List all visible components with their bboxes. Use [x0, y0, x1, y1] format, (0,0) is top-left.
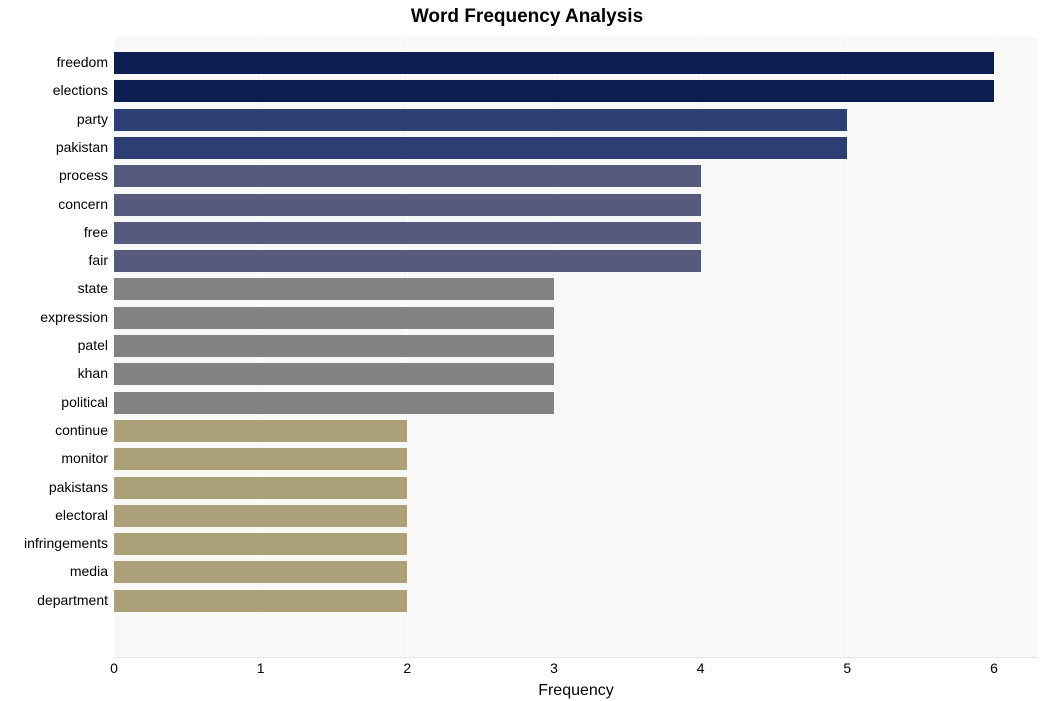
y-tick-label: department — [37, 589, 108, 611]
x-axis-label: Frequency — [114, 682, 1038, 700]
x-tick-label: 2 — [403, 660, 411, 676]
bar-process — [114, 165, 701, 187]
y-tick-label: political — [61, 391, 108, 413]
bar-free — [114, 222, 701, 244]
y-tick-label: media — [70, 560, 108, 582]
y-tick-label: expression — [40, 306, 108, 328]
y-tick-label: state — [78, 277, 108, 299]
x-tick-label: 0 — [110, 660, 118, 676]
y-tick-label: fair — [89, 249, 108, 271]
bar-khan — [114, 363, 554, 385]
bar-political — [114, 392, 554, 414]
bar-continue — [114, 420, 407, 442]
y-tick-label: electoral — [55, 504, 108, 526]
gridline — [994, 37, 995, 657]
bar-patel — [114, 335, 554, 357]
bar-media — [114, 561, 407, 583]
gridline — [847, 37, 848, 657]
bar-electoral — [114, 505, 407, 527]
bar-fair — [114, 250, 701, 272]
bar-infringements — [114, 533, 407, 555]
word-frequency-chart: Word Frequency Analysis Frequency 0 1 2 3 4 5… — [0, 0, 1054, 701]
bar-expression — [114, 307, 554, 329]
y-tick-label: khan — [78, 362, 108, 384]
x-tick-label: 3 — [550, 660, 558, 676]
bar-state — [114, 278, 554, 300]
y-tick-label: patel — [78, 334, 108, 356]
x-tick-label: 1 — [257, 660, 265, 676]
x-tick-label: 6 — [990, 660, 998, 676]
bar-elections — [114, 80, 994, 102]
y-tick-label: elections — [53, 79, 108, 101]
bar-pakistans — [114, 477, 407, 499]
y-tick-label: continue — [55, 419, 108, 441]
bar-party — [114, 109, 847, 131]
x-tick-label: 4 — [697, 660, 705, 676]
y-tick-label: infringements — [24, 532, 108, 554]
bar-pakistan — [114, 137, 847, 159]
y-tick-label: pakistans — [49, 476, 108, 498]
y-tick-label: process — [59, 164, 108, 186]
y-tick-label: free — [84, 221, 108, 243]
y-tick-label: freedom — [57, 51, 108, 73]
chart-title: Word Frequency Analysis — [0, 6, 1054, 28]
bar-freedom — [114, 52, 994, 74]
bar-monitor — [114, 448, 407, 470]
y-tick-label: pakistan — [56, 136, 108, 158]
x-tick-label: 5 — [843, 660, 851, 676]
bar-concern — [114, 194, 701, 216]
y-tick-label: concern — [58, 193, 108, 215]
bar-department — [114, 590, 407, 612]
y-tick-label: monitor — [61, 447, 108, 469]
y-tick-label: party — [77, 108, 108, 130]
plot-area — [114, 36, 1038, 658]
